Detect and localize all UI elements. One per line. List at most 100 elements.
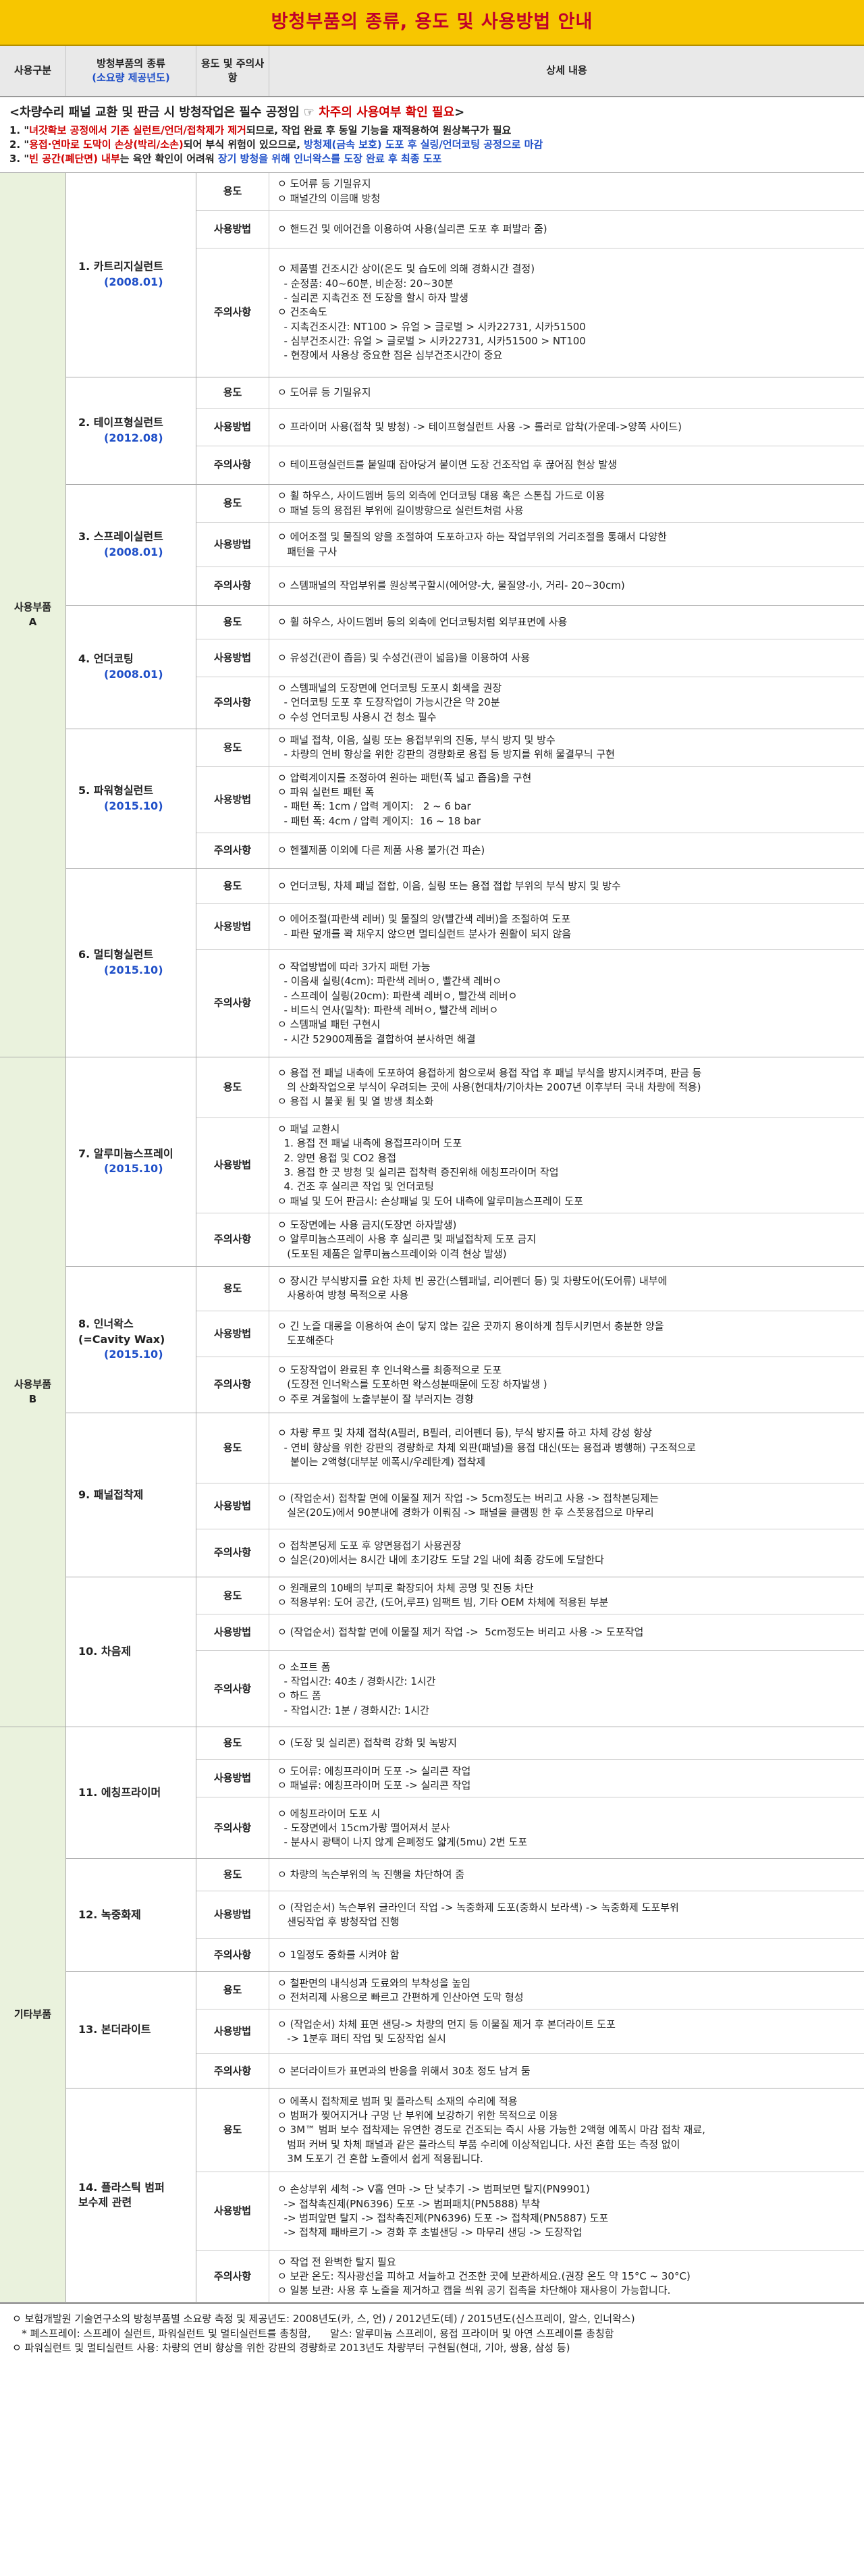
content-line: ㅇ 원래료의 10배의 부피로 확장되어 차체 공명 및 진동 차단	[277, 1581, 534, 1594]
row-content: ㅇ (도장 및 실리콘) 접착력 강화 및 녹방지	[269, 1727, 864, 1759]
product-block: 1. 카트리지실런트 (2008.01) 용도 ㅇ 도어류 등 기밀유지 ㅇ 패널간의 …	[66, 173, 864, 377]
product-name: 10. 차음제	[78, 1645, 132, 1658]
row-label: 용도	[196, 606, 269, 639]
row-content: ㅇ 헨젤제품 이외에 다른 제품 사용 불가(건 파손)	[269, 833, 864, 868]
row-label: 주의사항	[196, 1529, 269, 1577]
product-block: 10. 차음제 용도 ㅇ 원래료의 10배의 부피로 확장되어 차체 공명 및 진동…	[66, 1577, 864, 1728]
footer-notes: ㅇ 보험개발원 기술연구소의 방청부품별 소요량 측정 및 제공년도: 2008…	[0, 2303, 864, 2377]
content-line: ㅇ 전처리제 사용으로 빠르고 간편하게 인산아연 도막 형성	[277, 1991, 524, 2003]
row-content: ㅇ 패널 교환시 1. 용접 전 패널 내측에 용접프라이머 도포 2. 양면 …	[269, 1118, 864, 1213]
detail-row: 사용방법 ㅇ 에어조절 및 물질의 양을 조절하여 도포하고자 하는 작업부위의 …	[196, 523, 864, 567]
detail-row: 사용방법 ㅇ (작업순서) 접착할 면에 이물질 제거 작업 -> 5cm정도는 …	[196, 1614, 864, 1652]
category-label: 기타부품	[0, 1727, 66, 2303]
product-name-cell: 13. 본더라이트	[66, 1972, 196, 2088]
content-line: - 현장에서 사용상 중요한 점은 심부건조시간이 중요	[277, 349, 503, 362]
row-label: 사용방법	[196, 639, 269, 677]
content-line: ㅇ 패널 접착, 이음, 실링 또는 용접부위의 진동, 부식 방지 및 방수	[277, 734, 556, 747]
content-line: ㅇ 휠 하우스, 사이드멤버 등의 외측에 언더코팅 대용 혹은 스톤칩 가드로…	[277, 490, 605, 502]
content-line: (도포된 제품은 알루미늄스프레이와 이격 현상 발생)	[277, 1247, 507, 1260]
content-line: 실온(20도)에서 90분내에 경화가 이뤄짐 -> 패널을 클램핑 한 후 스…	[277, 1506, 654, 1519]
content-line: ㅇ 긴 노즐 대롱을 이용하여 손이 닿지 않는 깊은 곳까지 용이하게 침투시…	[277, 1320, 664, 1333]
content-line: ㅇ 차량의 녹슨부위의 녹 진행을 차단하여 줌	[277, 1868, 465, 1881]
content-line: - 지촉건조시간: NT100 > 유얼 > 글로벌 > 시카22731, 시카…	[277, 320, 586, 333]
content-line: ㅇ 주로 겨울철에 노출부분이 잘 부러지는 경향	[277, 1392, 474, 1405]
product-block: 12. 녹중화제 용도 ㅇ 차량의 녹슨부위의 녹 진행을 차단하여 줌 사용방법 ㅇ …	[66, 1859, 864, 1972]
row-content: ㅇ 압력계이지를 조정하여 원하는 패턴(폭 넓고 좁음)을 구현 ㅇ 파워 실런…	[269, 767, 864, 833]
detail-row: 주의사항 ㅇ 제품별 건조시간 상이(온도 및 습도에 의해 경화시간 결정) -…	[196, 248, 864, 377]
detail-row: 용도 ㅇ 패널 접착, 이음, 실링 또는 용접부위의 진동, 부식 방지 및 방…	[196, 729, 864, 767]
product-block: 2. 테이프형실런트 (2012.08) 용도 ㅇ 도어류 등 기밀유지 사용방법 ㅇ 프…	[66, 377, 864, 485]
row-label: 주의사항	[196, 2054, 269, 2088]
row-content: ㅇ (작업순서) 녹슨부위 글라인더 작업 -> 녹중화제 도포(중화시 보라색…	[269, 1891, 864, 1938]
detail-row: 용도 ㅇ 철판면의 내식성과 도료와의 부착성을 높임 ㅇ 전처리제 사용으로 빠르…	[196, 1972, 864, 2010]
content-line: - 이음새 실링(4cm): 파란색 레버ㅇ, 빨간색 레버ㅇ	[277, 975, 502, 988]
product-name-cell: 1. 카트리지실런트 (2008.01)	[66, 173, 196, 377]
detail-row: 주의사항 ㅇ 본더라이트가 표면과의 반응을 위해서 30초 정도 남겨 둠	[196, 2054, 864, 2088]
product-block: 5. 파워형실런트 (2015.10) 용도 ㅇ 패널 접착, 이음, 실링 또는 용…	[66, 729, 864, 870]
product-block: 6. 멀티형실런트 (2015.10) 용도 ㅇ 언더코팅, 차체 패널 접합, 이음…	[66, 869, 864, 1058]
content-line: ㅇ 패널 및 도어 판금시: 손상패널 및 도어 내측에 알루미늄스프레이 도포	[277, 1194, 583, 1207]
row-label: 사용방법	[196, 1311, 269, 1357]
content-line: ㅇ 에폭시 접착제로 범퍼 및 플라스틱 소재의 수리에 적용	[277, 2095, 518, 2107]
row-label: 주의사항	[196, 1651, 269, 1727]
content-line: ㅇ 테이프형실런트를 붙일때 잡아당겨 붙이면 도장 건조작업 후 끊어짐 현상…	[277, 458, 618, 471]
notice-2-prefix: 2. "	[9, 138, 30, 151]
detail-row: 주의사항 ㅇ 도장작업이 완료된 후 인너왁스를 최종적으로 도포 (도장전 인너…	[196, 1357, 864, 1413]
product-name-cell: 7. 알루미늄스프레이 (2015.10)	[66, 1057, 196, 1266]
row-content: ㅇ 휠 하우스, 사이드멤버 등의 외측에 언더코팅처럼 외부표면에 사용	[269, 606, 864, 639]
detail-row: 사용방법 ㅇ 에어조절(파란색 레버) 및 물질의 양(빨간색 레버)을 조절하여…	[196, 904, 864, 951]
content-line: (도장전 인너왁스를 도포하면 왁스성분때문에 도장 하자발생 )	[277, 1378, 547, 1391]
detail-row: 용도 ㅇ 차량의 녹슨부위의 녹 진행을 차단하여 줌	[196, 1859, 864, 1892]
content-line: ㅇ (작업순서) 접착할 면에 이물질 제거 작업 -> 5cm정도는 버리고 …	[277, 1492, 659, 1505]
content-line: ㅇ 스템패널 패턴 구현시	[277, 1018, 381, 1031]
content-line: ㅇ 휠 하우스, 사이드멤버 등의 외측에 언더코팅처럼 외부표면에 사용	[277, 615, 568, 628]
content-line: ㅇ 도장작업이 완료된 후 인너왁스를 최종적으로 도포	[277, 1363, 502, 1376]
header-name-line1: 방청부품의 종류	[97, 57, 165, 70]
detail-row: 용도 ㅇ 도어류 등 기밀유지	[196, 377, 864, 409]
row-label: 사용방법	[196, 766, 269, 833]
row-label: 주의사항	[196, 248, 269, 377]
row-content: ㅇ 스템패널의 작업부위를 원상복구할시(에어양-大, 물질양-小, 거리- 2…	[269, 567, 864, 605]
row-label: 용도	[196, 729, 269, 766]
row-content: ㅇ 제품별 건조시간 상이(온도 및 습도에 의해 경화시간 결정) - 순정품…	[269, 248, 864, 377]
notice-3-prefix: 3. "	[9, 153, 30, 165]
product-name: 14. 플라스틱 범퍼 보수제 관련	[78, 2180, 165, 2209]
notice-2-mid: 되어 부식 위험이 있으므로,	[183, 138, 304, 151]
row-label: 용도	[196, 377, 269, 408]
content-line: ㅇ 스템패널의 도장면에 언더코팅 도포시 회색을 권장	[277, 682, 502, 694]
row-content: ㅇ 스템패널의 도장면에 언더코팅 도포시 회색을 권장 - 언더코팅 도포 후…	[269, 677, 864, 729]
detail-row: 용도 ㅇ 도어류 등 기밀유지 ㅇ 패널간의 이음매 방청	[196, 173, 864, 211]
detail-row: 사용방법 ㅇ 프라이머 사용(접착 및 방청) -> 테이프형실런트 사용 -> …	[196, 409, 864, 446]
content-line: 범퍼 커버 및 차체 패널과 같은 플라스틱 부품 수리에 이상적입니다. 사전…	[277, 2138, 680, 2151]
product-name-cell: 8. 인너왁스 (=Cavity Wax) (2015.10)	[66, 1266, 196, 1413]
content-line: ㅇ 보관 온도: 직사광선을 피하고 서늘하고 건조한 곳에 보관하세요.(권장…	[277, 2269, 691, 2282]
content-line: - 언더코팅 도포 후 도장작업이 가능시간은 약 20분	[277, 696, 500, 709]
product-name-cell: 14. 플라스틱 범퍼 보수제 관련	[66, 2088, 196, 2303]
row-label: 용도	[196, 1266, 269, 1311]
detail-row: 주의사항 ㅇ 헨젤제품 이외에 다른 제품 사용 불가(건 파손)	[196, 833, 864, 869]
header-category: 사용구분	[0, 46, 66, 96]
category-group: 사용부품 B 7. 알루미늄스프레이 (2015.10) 용도 ㅇ 용접 전 패널 내측…	[0, 1057, 864, 1728]
row-label: 사용방법	[196, 1891, 269, 1939]
row-content: ㅇ 에칭프라이머 도포 시 - 도장면에서 15cm가량 떨어져서 분사 - 분…	[269, 1797, 864, 1858]
detail-row: 용도 ㅇ 차량 루프 및 차체 접착(A필러, B필러, 리어펜더 등), 부식 …	[196, 1413, 864, 1483]
content-line: - 작업시간: 1분 / 경화시간: 1시간	[277, 1704, 429, 1716]
product-rows: 용도 ㅇ 철판면의 내식성과 도료와의 부착성을 높임 ㅇ 전처리제 사용으로 빠르…	[196, 1972, 864, 2088]
row-label: 주의사항	[196, 1213, 269, 1266]
content-line: - 심부건조시간: 유얼 > 글로벌 > 시카22731, 시카51500 > …	[277, 334, 586, 347]
content-line: ㅇ 파워 실런트 패턴 폭	[277, 786, 375, 799]
product-name: 4. 언더코팅	[78, 652, 134, 666]
product-name-cell: 6. 멀티형실런트 (2015.10)	[66, 869, 196, 1057]
product-rows: 용도 ㅇ 에폭시 접착제로 범퍼 및 플라스틱 소재의 수리에 적용 ㅇ 범퍼가 찢…	[196, 2088, 864, 2303]
product-year: (2015.10)	[104, 799, 163, 812]
content-line: ㅇ 차량 루프 및 차체 접착(A필러, B필러, 리어펜더 등), 부식 방지…	[277, 1427, 652, 1440]
content-line: ㅇ 압력계이지를 조정하여 원하는 패턴(폭 넓고 좁음)을 구현	[277, 771, 532, 784]
row-content: ㅇ 에폭시 접착제로 범퍼 및 플라스틱 소재의 수리에 적용 ㅇ 범퍼가 찢어지…	[269, 2088, 864, 2172]
row-label: 사용방법	[196, 211, 269, 248]
category-group: 기타부품 11. 에칭프라이머 용도 ㅇ (도장 및 실리콘) 접착력 강화 및 녹방…	[0, 1727, 864, 2303]
product-name-cell: 9. 패널접착제	[66, 1413, 196, 1577]
product-rows: 용도 ㅇ 장시간 부식방지를 요한 차체 빈 공간(스템패널, 리어펜더 등) 및…	[196, 1266, 864, 1413]
row-label: 용도	[196, 173, 269, 210]
